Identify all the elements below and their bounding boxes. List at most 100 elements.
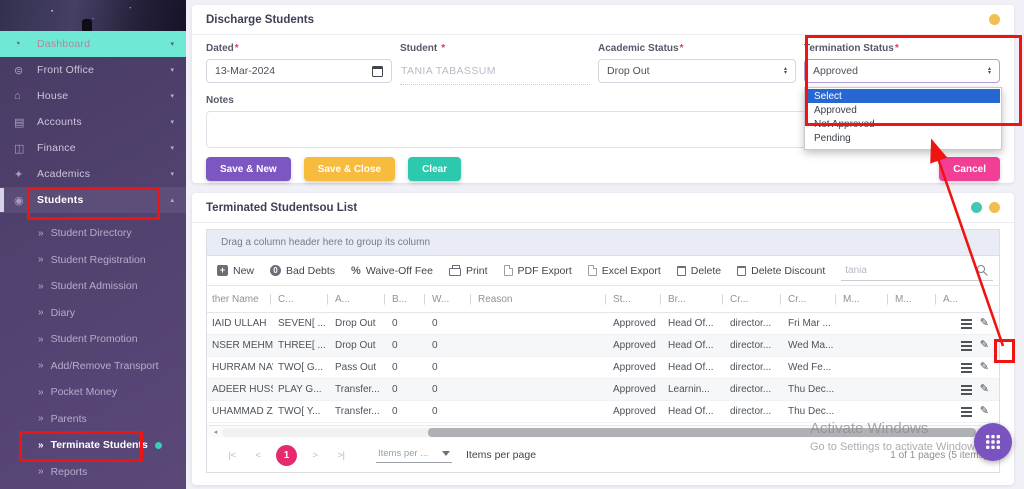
sidebar-item-front-office[interactable]: ⊜ Front Office ▾ — [0, 57, 186, 83]
last-page-button[interactable]: >| — [337, 449, 345, 461]
sidebar-item-students[interactable]: ◉ Students ▴ — [0, 187, 186, 213]
main-content: Discharge Students Dated* 13-Mar-2024 St… — [186, 0, 1024, 489]
sidebar-item-student-directory[interactable]: » Student Directory — [0, 220, 186, 247]
edit-pencil-icon[interactable]: ✎ — [979, 405, 989, 417]
column-header[interactable]: M... — [890, 294, 938, 305]
sidebar-item-terminate-students[interactable]: » Terminate Students — [0, 432, 186, 459]
waive-off-fee-button[interactable]: % Waive-Off Fee — [351, 265, 433, 277]
dated-input[interactable]: 13-Mar-2024 — [206, 59, 392, 83]
edit-pencil-icon[interactable]: ✎ — [979, 339, 989, 351]
sidebar-subitem-label: Parents — [50, 412, 87, 425]
column-header[interactable]: B... — [387, 294, 427, 305]
sidebar-item-finance[interactable]: ◫ Finance ▾ — [0, 135, 186, 161]
sidebar-item-house[interactable]: ⌂ House ▾ — [0, 83, 186, 109]
excel-file-icon — [587, 265, 597, 276]
select-arrows-icon: ▴ ▾ — [783, 65, 787, 76]
next-page-button[interactable]: > — [312, 449, 318, 461]
house-icon: ⌂ — [14, 90, 21, 102]
dropdown-option-select[interactable]: Select — [806, 89, 1000, 103]
details-icon[interactable] — [960, 362, 972, 373]
edit-pencil-icon[interactable]: ✎ — [979, 361, 989, 373]
column-header[interactable]: C... — [273, 294, 330, 305]
sidebar-item-diary[interactable]: » Diary — [0, 300, 186, 327]
search-icon[interactable] — [977, 265, 986, 273]
sidebar-item-parents[interactable]: » Parents — [0, 406, 186, 433]
terminated-students-card: Terminated Studentsou List Drag a column… — [192, 193, 1014, 485]
prev-page-button[interactable]: < — [255, 449, 261, 461]
sidebar-item-dashboard[interactable]: ◔ Dashboard ▾ — [0, 31, 186, 57]
sidebar-subitem-label: Terminate Students — [50, 439, 148, 452]
first-page-button[interactable]: |< — [228, 449, 236, 461]
column-header[interactable]: Br... — [663, 294, 725, 305]
notes-label: Notes — [206, 95, 234, 106]
column-header[interactable]: Reason — [473, 294, 608, 305]
sidebar-item-student-promotion[interactable]: » Student Promotion — [0, 326, 186, 353]
column-header[interactable]: Cr... — [783, 294, 838, 305]
details-icon[interactable] — [960, 318, 972, 329]
edit-pencil-icon[interactable]: ✎ — [979, 383, 989, 395]
scrollbar-track[interactable] — [222, 427, 984, 437]
column-header[interactable]: Cr... — [725, 294, 783, 305]
table-row[interactable]: ADEER HUSSAIN PLAY G... Transfer... 0 0 … — [207, 379, 999, 401]
table-row[interactable]: HURRAM NAW... TWO[ G... Pass Out 0 0 App… — [207, 357, 999, 379]
sidebar-item-academics[interactable]: ✦ Academics ▾ — [0, 161, 186, 187]
table-row[interactable]: IAID ULLAH SEVEN[ ... Drop Out 0 0 Appro… — [207, 313, 999, 335]
save-and-close-button[interactable]: Save & Close — [303, 157, 396, 181]
scrollbar-thumb[interactable] — [427, 427, 977, 437]
sidebar: ◔ Dashboard ▾ ⊜ Front Office ▾ ⌂ House ▾… — [0, 0, 186, 489]
cell-created-date: Wed Fe... — [788, 362, 832, 373]
edit-pencil-icon[interactable]: ✎ — [979, 317, 989, 329]
details-icon[interactable] — [960, 406, 972, 417]
current-page-button[interactable]: 1 — [276, 444, 297, 466]
academic-status-select[interactable]: Drop Out ▴ ▾ — [598, 59, 796, 83]
delete-discount-button[interactable]: Delete Discount — [737, 265, 825, 277]
items-per-page-select[interactable]: Items per ... — [376, 448, 452, 463]
dropdown-option-not-approved[interactable]: Not Approved — [814, 118, 875, 130]
bad-debts-button[interactable]: 0 Bad Debts — [270, 265, 335, 277]
student-input[interactable]: TANIA TABASSUM — [400, 59, 590, 85]
pdf-export-button[interactable]: PDF Export — [503, 265, 572, 277]
delete-button[interactable]: Delete — [676, 265, 721, 277]
column-header[interactable]: A... — [943, 293, 959, 305]
cell-class: TWO[ Y... — [278, 406, 321, 417]
sidebar-item-student-admission[interactable]: » Student Admission — [0, 273, 186, 300]
cell-created-date: Thu Dec... — [788, 384, 835, 395]
sidebar-item-student-registration[interactable]: » Student Registration — [0, 247, 186, 274]
apps-grid-fab-button[interactable] — [974, 423, 1012, 461]
table-row[interactable]: NSER MEHMO... THREE[ ... Drop Out 0 0 Ap… — [207, 335, 999, 357]
new-button[interactable]: + New — [217, 265, 254, 277]
sidebar-item-pocket-money[interactable]: » Pocket Money — [0, 379, 186, 406]
cancel-button[interactable]: Cancel — [939, 157, 1000, 181]
dated-value: 13-Mar-2024 — [215, 65, 276, 77]
cell-branch: Head Of... — [668, 340, 714, 351]
cell-created-by: director... — [730, 362, 772, 373]
search-input[interactable] — [845, 264, 978, 276]
column-header[interactable]: St... — [608, 294, 663, 305]
sidebar-subitem-label: Student Promotion — [50, 333, 138, 346]
details-icon[interactable] — [960, 384, 972, 395]
cell-branch: Head Of... — [668, 406, 714, 417]
details-icon[interactable] — [960, 340, 972, 351]
save-and-new-button[interactable]: Save & New — [206, 157, 291, 181]
sidebar-item-add-remove-transport[interactable]: » Add/Remove Transport — [0, 353, 186, 380]
add-student-icon: ◉ — [14, 194, 24, 207]
column-header[interactable]: ther Name — [207, 294, 273, 305]
scroll-left-arrow-icon[interactable]: ◂ — [213, 429, 218, 436]
column-header[interactable]: A... — [330, 294, 387, 305]
calendar-icon[interactable] — [372, 65, 383, 77]
column-header[interactable]: W... — [427, 294, 473, 305]
column-header[interactable]: M... — [838, 294, 890, 305]
print-button[interactable]: Print — [448, 265, 488, 277]
clear-button[interactable]: Clear — [408, 157, 462, 181]
sidebar-item-reports[interactable]: » Reports — [0, 459, 186, 486]
termination-status-select[interactable]: Approved ▴ ▾ — [804, 59, 1000, 83]
excel-export-button[interactable]: Excel Export — [587, 265, 661, 277]
table-row[interactable]: UHAMMAD ZA... TWO[ Y... Transfer... 0 0 … — [207, 401, 999, 423]
dropdown-option-pending[interactable]: Pending — [814, 132, 851, 144]
cell-created-by: director... — [730, 340, 772, 351]
cell-academic-status: Transfer... — [335, 406, 380, 417]
dropdown-option-approved[interactable]: Approved — [814, 104, 857, 116]
sidebar-subitem-label: Add/Remove Transport — [50, 359, 159, 372]
group-by-bar[interactable]: Drag a column header here to group its c… — [207, 230, 999, 256]
sidebar-item-accounts[interactable]: ▤ Accounts ▾ — [0, 109, 186, 135]
